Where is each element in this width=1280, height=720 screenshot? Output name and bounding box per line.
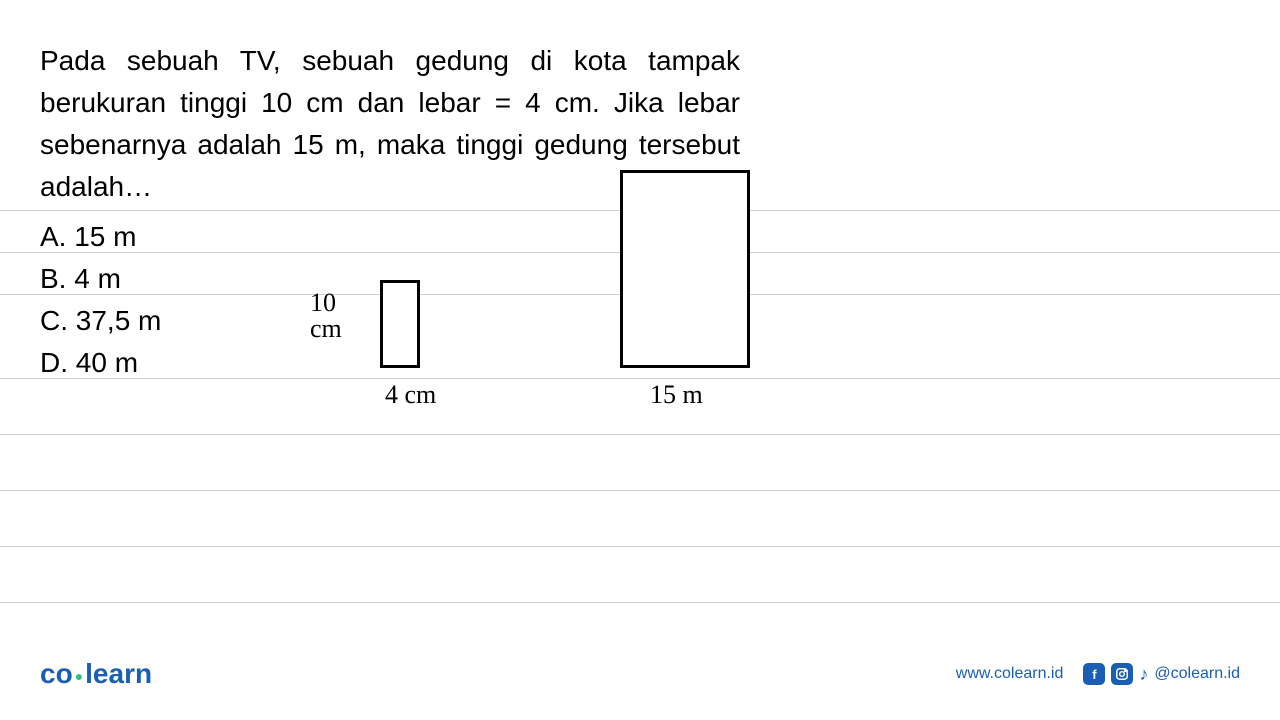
instagram-icon bbox=[1111, 663, 1133, 685]
facebook-icon: f bbox=[1083, 663, 1105, 685]
social-icons: f ♪ @colearn.id bbox=[1083, 663, 1240, 685]
logo-learn: learn bbox=[85, 658, 152, 689]
ruled-line bbox=[0, 546, 1280, 547]
website-url: www.colearn.id bbox=[956, 665, 1064, 683]
small-rect-width-label: 4 cm bbox=[385, 380, 436, 410]
logo-dot-icon: ● bbox=[75, 668, 83, 684]
diagram-area: 10 cm 4 cm 15 m bbox=[300, 170, 800, 430]
label-cm: cm bbox=[310, 314, 342, 343]
small-rectangle bbox=[380, 280, 420, 368]
ruled-line bbox=[0, 490, 1280, 491]
footer: co●learn www.colearn.id f ♪ @colearn.id bbox=[0, 658, 1280, 690]
ruled-line bbox=[0, 602, 1280, 603]
social-handle: @colearn.id bbox=[1154, 665, 1240, 683]
question-line-1: Pada sebuah TV, sebuah gedung di kota ta… bbox=[40, 45, 740, 76]
label-10: 10 bbox=[310, 288, 336, 317]
ruled-line bbox=[0, 434, 1280, 435]
large-rectangle bbox=[620, 170, 750, 368]
tiktok-icon: ♪ bbox=[1139, 663, 1148, 685]
small-rect-height-label: 10 cm bbox=[310, 290, 342, 342]
logo: co●learn bbox=[40, 658, 152, 690]
large-rect-width-label: 15 m bbox=[650, 380, 703, 410]
question-line-2: berukuran tinggi 10 cm dan lebar = 4 cm.… bbox=[40, 87, 664, 118]
logo-co: co bbox=[40, 658, 73, 689]
footer-right: www.colearn.id f ♪ @colearn.id bbox=[956, 663, 1240, 685]
